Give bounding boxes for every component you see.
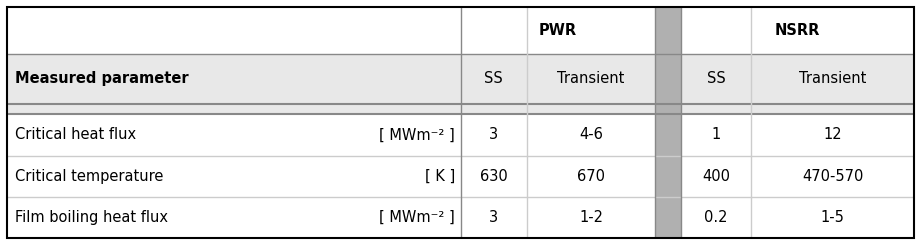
Text: [ MWm⁻² ]: [ MWm⁻² ] [379, 127, 455, 143]
Text: 670: 670 [577, 169, 605, 184]
Bar [7, 196, 914, 238]
Text: PWR: PWR [539, 23, 577, 38]
Text: 1-2: 1-2 [579, 210, 603, 225]
Bar [7, 114, 914, 156]
Text: SS: SS [706, 72, 726, 86]
Bar [7, 104, 914, 114]
Text: 400: 400 [702, 169, 730, 184]
Bar [7, 7, 914, 54]
Bar [7, 156, 914, 196]
Text: NSRR: NSRR [775, 23, 820, 38]
Text: 4-6: 4-6 [579, 127, 603, 143]
Text: 3: 3 [489, 210, 498, 225]
Text: Transient: Transient [799, 72, 867, 86]
Text: [ K ]: [ K ] [425, 169, 455, 184]
Text: Film boiling heat flux: Film boiling heat flux [15, 210, 168, 225]
Text: 3: 3 [489, 127, 498, 143]
Text: Transient: Transient [557, 72, 624, 86]
Text: Measured parameter: Measured parameter [15, 72, 188, 86]
Text: Critical heat flux: Critical heat flux [15, 127, 135, 143]
Text: 0.2: 0.2 [705, 210, 728, 225]
Text: Critical temperature: Critical temperature [15, 169, 163, 184]
Text: 12: 12 [823, 127, 842, 143]
Text: 1-5: 1-5 [821, 210, 845, 225]
Text: 1: 1 [711, 127, 721, 143]
Bar [656, 7, 681, 238]
Text: 630: 630 [480, 169, 507, 184]
Text: SS: SS [484, 72, 503, 86]
Text: [ MWm⁻² ]: [ MWm⁻² ] [379, 210, 455, 225]
Bar [7, 54, 914, 104]
Text: 470-570: 470-570 [802, 169, 863, 184]
